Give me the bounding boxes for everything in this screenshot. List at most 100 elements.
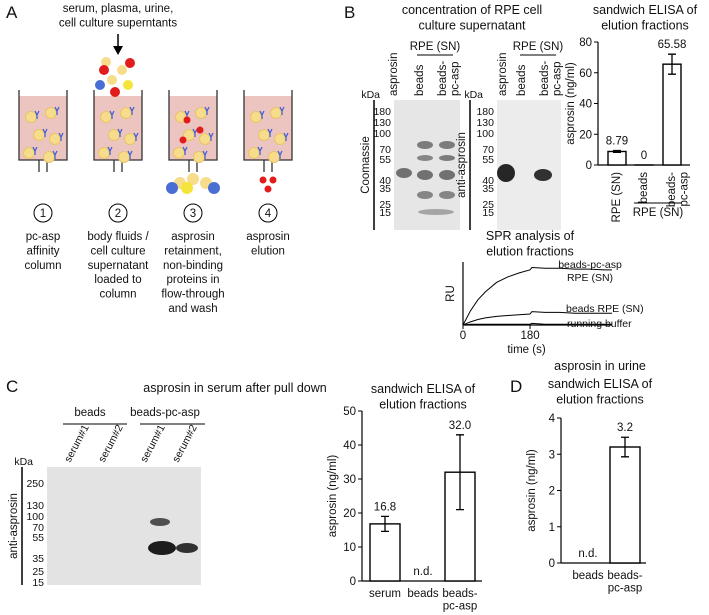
- y-axis-label: asprosin (ng/ml): [565, 62, 577, 145]
- step-circle: [108, 203, 128, 223]
- marker-label: 130: [373, 117, 391, 129]
- bead: [268, 151, 280, 163]
- value-label: 16.8: [374, 501, 396, 513]
- panel-title: asprosin in urine: [554, 359, 646, 373]
- lane-group: RPE (SN): [410, 41, 461, 53]
- x-tick-label: 180: [520, 330, 539, 342]
- marker-label: 70: [379, 144, 391, 156]
- y-tick-label: 10: [343, 542, 356, 554]
- panel-letter: D: [510, 377, 522, 396]
- marker-label: 15: [379, 207, 391, 219]
- x-tick-label: beads: [572, 570, 604, 582]
- column-wall: [168, 90, 218, 161]
- y-tick-label: 40: [579, 99, 592, 111]
- marker-label: 100: [476, 128, 494, 140]
- y-tick-label: 60: [579, 68, 592, 80]
- bead: [274, 133, 286, 145]
- stain-label: anti-asprosin: [8, 493, 20, 559]
- bead: [173, 147, 185, 159]
- flow-through: [187, 173, 199, 185]
- antibody: [52, 150, 58, 159]
- blot-image: [47, 467, 201, 585]
- antibody: [32, 146, 38, 155]
- x-tick-label: RPE (SN): [611, 172, 623, 223]
- y-tick-label: 20: [579, 129, 592, 141]
- y-tick-label: 80: [579, 37, 592, 49]
- error-bar: [621, 436, 629, 458]
- eluted-asprosin: [269, 176, 277, 184]
- step-caption: asprosin elution: [246, 231, 289, 257]
- sample-particle: [110, 87, 120, 97]
- blot-unit: kDa: [464, 89, 483, 101]
- band: [418, 209, 454, 215]
- band: [417, 191, 433, 199]
- marker-label: 55: [32, 532, 44, 544]
- bar: [607, 150, 627, 166]
- antibody: [202, 150, 208, 159]
- bead: [45, 107, 57, 119]
- chart-title: sandwich ELISA of elution fractions: [548, 377, 653, 407]
- marker-label: 180: [476, 106, 494, 118]
- marker-label: 35: [32, 553, 44, 565]
- input-label: serum, plasma, urine, cell culture supern…: [59, 3, 178, 29]
- marker-label: 130: [26, 500, 44, 512]
- lane-label: beads: [516, 64, 528, 96]
- panel-letter: B: [344, 3, 355, 22]
- y-tick-label: 0: [350, 576, 356, 588]
- bead: [250, 111, 262, 123]
- retained-asprosin: [196, 126, 204, 134]
- bead: [248, 147, 260, 159]
- antibody: [58, 132, 64, 141]
- bead: [118, 151, 130, 163]
- antibody: [42, 128, 48, 137]
- stain-label: Coomassie: [360, 136, 372, 194]
- sample-particle: [95, 80, 105, 90]
- x-tick-label: beads: [407, 588, 439, 600]
- step-circle: [33, 203, 53, 223]
- band: [439, 155, 455, 161]
- chart-title: SPR analysis of elution fractions: [486, 229, 575, 259]
- error-bar: [381, 515, 389, 533]
- lane-group: beads-pc-asp: [130, 407, 200, 419]
- lane-label: asprosin: [497, 53, 509, 96]
- arrow-head: [113, 46, 123, 55]
- chart-title: sandwich ELISA of elution fractions: [371, 382, 476, 412]
- marker-label: 70: [32, 522, 44, 534]
- step-number: 1: [40, 208, 46, 220]
- bead: [98, 147, 110, 159]
- chart-title: sandwich ELISA of elution fractions: [593, 3, 698, 33]
- lane-label: serum#2: [96, 423, 126, 465]
- x-axis-label: time (s): [507, 344, 546, 356]
- band: [396, 168, 412, 178]
- bead: [199, 133, 211, 145]
- band: [417, 141, 433, 149]
- antibody: [34, 110, 40, 119]
- bead: [124, 133, 136, 145]
- lane-group: RPE (SN): [513, 41, 564, 53]
- group-label: RPE (SN): [633, 207, 684, 219]
- error-bar: [456, 434, 464, 511]
- antibody: [259, 110, 265, 119]
- step-number: 4: [265, 208, 272, 220]
- flow-through: [208, 182, 220, 194]
- sample-particle: [125, 58, 135, 68]
- antibody: [267, 128, 273, 137]
- lane-label: asprosin: [388, 53, 400, 96]
- step-caption: asprosin retainment, non-binding proteins i…: [161, 231, 224, 315]
- antibody: [182, 146, 188, 155]
- bar: [609, 446, 641, 564]
- sample-particle: [123, 80, 133, 90]
- bar: [662, 63, 682, 166]
- blot-unit: kDa: [361, 89, 380, 101]
- step-number: 2: [115, 208, 121, 220]
- marker-label: 130: [476, 117, 494, 129]
- y-tick-label: 0: [586, 160, 592, 172]
- marker-label: 180: [373, 106, 391, 118]
- legend-label: beads-pc-asp RPE (SN): [558, 259, 622, 284]
- error-bar: [613, 149, 621, 154]
- band: [439, 191, 455, 199]
- blot-image: [394, 100, 460, 230]
- flow-through: [166, 182, 178, 194]
- column-wall: [93, 90, 143, 161]
- y-tick-label: 4: [549, 413, 556, 425]
